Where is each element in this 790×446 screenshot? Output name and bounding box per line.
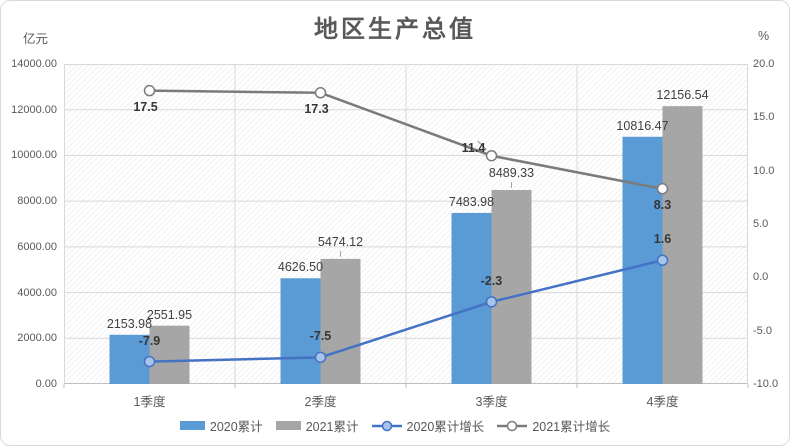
line-label-2021累计增长-q4: 8.3 — [653, 197, 672, 212]
bar-label-2021累计-q3: 8489.33 — [488, 165, 535, 180]
legend-item-2021累计[interactable]: 2021累计 — [275, 416, 359, 435]
bar-2020累计-q2[interactable] — [280, 278, 321, 384]
right-axis-unit: % — [758, 29, 770, 43]
line-label-2020累计增长-q2: -7.5 — [309, 329, 332, 344]
bar-label-2020累计-q2: 4626.50 — [277, 260, 324, 275]
y-axis-right-tick: 10.0 — [753, 164, 775, 177]
bar-2021累计-q3[interactable] — [491, 189, 532, 384]
y-axis-left-tick: 4000.00 — [17, 286, 57, 299]
marker-2021累计增长-q2[interactable] — [314, 87, 327, 99]
line-label-2020累计增长-q4: 1.6 — [653, 232, 672, 247]
line-label-2020累计增长-q3: -2.3 — [480, 273, 503, 288]
y-axis-left-tick: 8000.00 — [17, 195, 57, 208]
bar-2020累计-q4[interactable] — [622, 136, 663, 384]
legend-label: 2020累计 — [209, 420, 263, 434]
legend-bar-swatch-icon — [275, 421, 301, 430]
line-label-2021累计增长-q3: 11.4 — [461, 140, 486, 155]
y-axis-left-tick: 12000.00 — [11, 103, 57, 116]
legend-line-swatch-icon — [371, 420, 402, 431]
marker-2021累计增长-q1[interactable] — [143, 84, 156, 97]
bar-2021累计-q4[interactable] — [662, 106, 703, 384]
legend: 2020累计 2021累计 2020累计增长 2021累计增长 — [1, 416, 789, 435]
line-2020累计增长 — [149, 259, 663, 363]
y-axis-left-tick: 14000.00 — [11, 58, 57, 70]
bar-2021累计-q2[interactable] — [320, 258, 361, 384]
line-label-2021累计增长-q2: 17.3 — [304, 101, 329, 116]
y-axis-right-tick: 20.0 — [753, 58, 775, 70]
marker-2020累计增长-q3[interactable] — [485, 296, 498, 308]
y-axis-right-tick: 15.0 — [753, 111, 775, 124]
bar-label-2020累计-q3: 7483.98 — [448, 194, 495, 209]
legend-item-2020累计增长[interactable]: 2020累计增长 — [371, 416, 485, 435]
legend-item-2021累计增长[interactable]: 2021累计增长 — [497, 416, 610, 435]
legend-item-2020累计[interactable]: 2020累计 — [179, 416, 263, 435]
y-axis-left-tick: 2000.00 — [17, 332, 57, 345]
bar-label-2020累计-q4: 10816.47 — [616, 118, 669, 133]
left-axis-unit: 亿元 — [23, 32, 49, 46]
x-axis-label-q3: 3季度 — [475, 395, 508, 409]
marker-2020累计增长-q2[interactable] — [314, 351, 327, 364]
x-axis-label-q2: 2季度 — [304, 395, 337, 409]
chart-title: 地区生产总值 — [314, 17, 476, 43]
bar-2021累计-q1[interactable] — [149, 325, 190, 384]
legend-label: 2021累计 — [305, 420, 359, 434]
bar-label-2020累计-q1: 2153.98 — [106, 316, 153, 331]
bar-label-2021累计-q1: 2551.95 — [146, 307, 193, 322]
x-axis-label-q1: 1季度 — [133, 395, 166, 409]
marker-2021累计增长-q4[interactable] — [656, 183, 669, 195]
y-axis-left-tick: 0.00 — [35, 378, 57, 390]
marker-2020累计增长-q4[interactable] — [656, 254, 669, 267]
y-axis-right-tick: 5.0 — [753, 218, 769, 230]
legend-line-swatch-icon — [497, 420, 528, 431]
x-axis-label-q4: 4季度 — [646, 395, 679, 409]
line-label-2021累计增长-q1: 17.5 — [133, 99, 158, 114]
y-axis-right-tick: -5.0 — [753, 324, 772, 337]
bar-label-2021累计-q2: 5474.12 — [317, 234, 364, 249]
y-axis-left-tick: 10000.00 — [11, 149, 57, 162]
legend-bar-swatch-icon — [179, 421, 205, 430]
label-leader-line — [477, 140, 487, 151]
bar-label-2021累计-q4: 12156.54 — [656, 88, 709, 103]
legend-label: 2021累计增长 — [532, 420, 611, 434]
y-axis-right-tick: 0.0 — [753, 271, 769, 284]
bar-2020累计-q1[interactable] — [109, 334, 150, 384]
marker-2021累计增长-q3[interactable] — [485, 149, 498, 162]
y-axis-left-tick: 6000.00 — [17, 240, 57, 253]
marker-2020累计增长-q1[interactable] — [143, 355, 156, 368]
line-2021累计增长 — [149, 89, 663, 191]
y-axis-right-tick: -10.0 — [753, 378, 779, 390]
legend-label: 2020累计增长 — [406, 420, 485, 434]
line-label-2020累计增长-q1: -7.9 — [138, 333, 161, 348]
bar-2020累计-q3[interactable] — [451, 212, 492, 384]
